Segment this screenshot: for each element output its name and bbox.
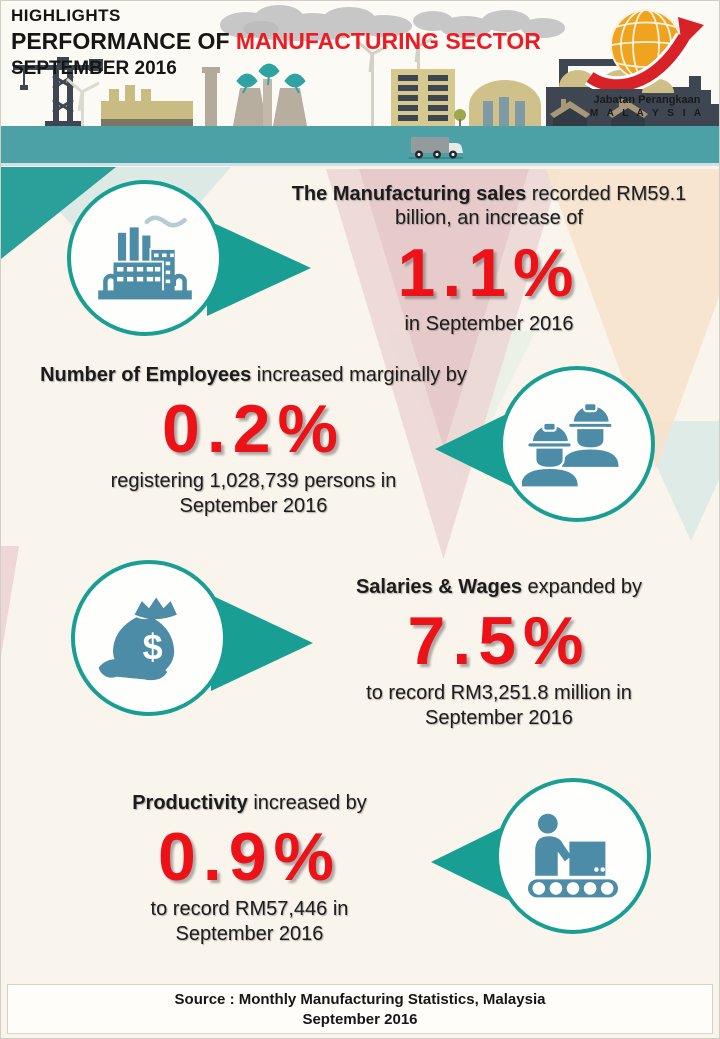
- cityscape-illustration: [1, 5, 719, 166]
- section-employees: Number of Employees increased marginally…: [31, 363, 476, 519]
- source-line1: Source : Monthly Manufacturing Statistic…: [174, 991, 546, 1008]
- tail-text: to record RM3,251.8 million in September…: [366, 681, 632, 729]
- source-note: Source : Monthly Manufacturing Statistic…: [7, 984, 713, 1034]
- truck: [409, 137, 463, 159]
- money-bag-icon-circle: $: [71, 560, 227, 716]
- kicker: HIGHLIGHTS: [11, 6, 121, 25]
- value-percent: 7.5%: [407, 603, 591, 680]
- crane: [13, 57, 103, 126]
- cloud-group: [220, 5, 565, 41]
- ground-band: [1, 126, 719, 166]
- lead-rest: expanded by: [521, 576, 643, 598]
- section-manufacturing-sales: The Manufacturing sales recorded RM59.1 …: [279, 182, 699, 337]
- section-salaries-wages: Salaries & Wages expanded by 7.5% to rec…: [289, 575, 709, 731]
- workers-icon: [522, 402, 621, 489]
- lead-bold: The Manufacturing sales: [291, 183, 527, 205]
- tail-text: in September 2016: [404, 313, 574, 336]
- factory-icon: [98, 215, 192, 300]
- lead-rest: increased marginally by: [251, 364, 467, 386]
- lead-text: Salaries & Wages expanded by: [289, 575, 709, 599]
- conveyor-icon-circle: [495, 778, 651, 934]
- lead-text: The Manufacturing sales recorded RM59.1 …: [279, 182, 699, 231]
- workers-icon-circle: [499, 366, 655, 522]
- logo-text-line1: Jabatan Perangkaan: [593, 94, 701, 106]
- tail-text: registering 1,028,739 persons in Septemb…: [110, 469, 397, 517]
- statistics-malaysia-logo: Jabatan Perangkaan M A L A Y S I A: [579, 5, 715, 123]
- lead-rest: increased by: [247, 792, 367, 814]
- svg-text:$: $: [143, 627, 163, 668]
- bg-triangle-rose-edge: [1, 546, 19, 656]
- globe-arrow-icon: [584, 9, 704, 95]
- value-percent: 0.9%: [158, 819, 341, 896]
- lead-bold: Productivity: [132, 792, 248, 814]
- subtitle: SEPTEMBER 2016: [11, 58, 177, 79]
- factory-icon-circle: [67, 180, 223, 336]
- source-line2: September 2016: [302, 1011, 418, 1029]
- page-title: PERFORMANCE OF MANUFACTURING SECTOR: [11, 28, 541, 55]
- value-percent: 0.2%: [162, 391, 345, 468]
- lead-text: Number of Employees increased marginally…: [31, 363, 476, 387]
- lead-bold: Number of Employees: [40, 364, 252, 386]
- lead-bold: Salaries & Wages: [355, 576, 522, 598]
- title-accent: MANUFACTURING SECTOR: [235, 28, 541, 54]
- wind-turbine: [66, 33, 433, 126]
- tail-text: to record RM57,446 in September 2016: [150, 897, 349, 945]
- value-percent: 1.1%: [397, 234, 581, 311]
- lead-text: Productivity increased by: [37, 791, 462, 815]
- title-black: PERFORMANCE OF: [11, 28, 236, 54]
- conveyor-icon: [528, 813, 618, 898]
- money-bag-icon: $: [98, 597, 177, 681]
- section-productivity: Productivity increased by 0.9% to record…: [37, 791, 462, 947]
- logo-text-line2: M A L A Y S I A: [589, 107, 705, 119]
- lead-rest: recorded RM59.1 billion, an increase of: [395, 183, 687, 230]
